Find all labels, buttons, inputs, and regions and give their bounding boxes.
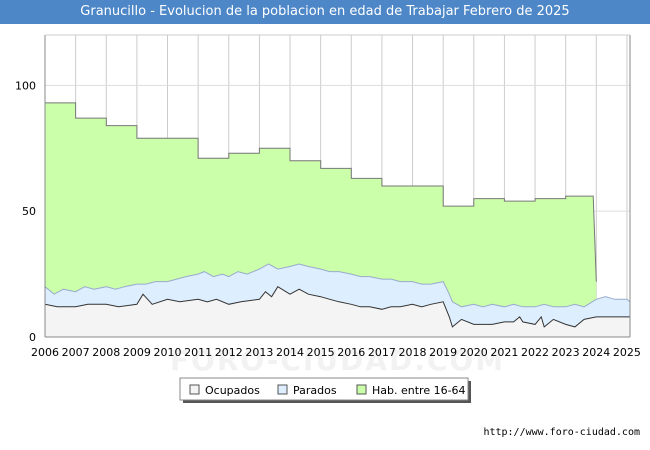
source-url[interactable]: http://www.foro-ciudad.com xyxy=(483,427,640,438)
x-tick-label: 2011 xyxy=(184,346,212,359)
x-tick-label: 2017 xyxy=(368,346,396,359)
x-tick-label: 2014 xyxy=(276,346,304,359)
x-tick-label: 2022 xyxy=(521,346,549,359)
series-line-parados xyxy=(44,263,631,308)
x-tick-label: 2024 xyxy=(582,346,610,359)
legend: Ocupados Parados Hab. entre 16-64 xyxy=(179,377,471,403)
x-tick-label: 2021 xyxy=(490,346,518,359)
x-tick-label: 2019 xyxy=(429,346,457,359)
series-line-hab-entre-16-64 xyxy=(45,102,597,282)
y-tick-label: 50 xyxy=(22,205,36,218)
watermark: FORO-CIUDAD.COM xyxy=(170,344,505,377)
x-tick-label: 2016 xyxy=(337,346,365,359)
x-tick-label: 2010 xyxy=(154,346,182,359)
x-tick-label: 2012 xyxy=(215,346,243,359)
x-tick-label: 2009 xyxy=(123,346,151,359)
x-tick-label: 2020 xyxy=(460,346,488,359)
x-tick-label: 2008 xyxy=(92,346,120,359)
y-tick-label: 0 xyxy=(29,331,36,344)
x-tick-label: 2015 xyxy=(307,346,335,359)
chart-title: Granucillo - Evolucion de la poblacion e… xyxy=(0,0,650,24)
legend-label: Hab. entre 16-64 xyxy=(372,384,466,397)
legend-swatch xyxy=(189,384,200,395)
x-tick-label: 2023 xyxy=(552,346,580,359)
legend-box xyxy=(179,377,469,401)
x-tick-label: 2007 xyxy=(62,346,90,359)
x-tick-label: 2025 xyxy=(613,346,641,359)
x-tick-label: 2013 xyxy=(245,346,273,359)
series-line-ocupados xyxy=(44,286,630,328)
legend-swatch xyxy=(356,384,367,395)
legend-label: Parados xyxy=(293,384,337,397)
x-tick-label: 2018 xyxy=(399,346,427,359)
legend-label: Ocupados xyxy=(205,384,260,397)
x-tick-label: 2006 xyxy=(31,346,59,359)
legend-swatch xyxy=(277,384,288,395)
y-tick-label: 100 xyxy=(15,79,36,92)
